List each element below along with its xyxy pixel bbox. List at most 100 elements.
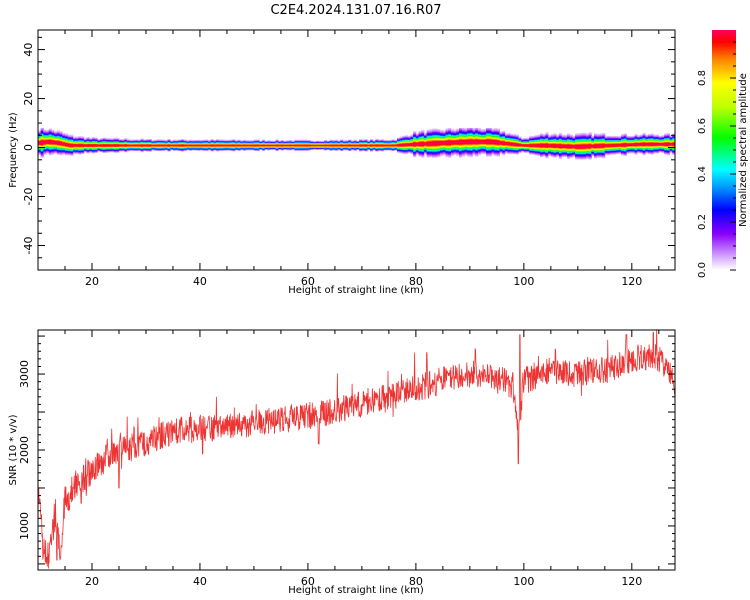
heatmap-cell [386, 142, 390, 144]
heatmap-cell [38, 132, 42, 134]
heatmap-cell [102, 148, 106, 150]
heatmap-cell [496, 153, 500, 155]
heatmap-cell [386, 148, 390, 150]
heatmap-cell [213, 146, 217, 148]
heatmap-cell [496, 149, 500, 151]
heatmap-cell [283, 146, 287, 148]
heatmap-cell [459, 137, 463, 139]
heatmap-cell [550, 151, 554, 153]
heatmap-cell [140, 150, 144, 152]
heatmap-cell [232, 142, 236, 144]
heatmap-cell [529, 148, 533, 150]
heatmap-cell [380, 146, 384, 148]
heatmap-cell [251, 145, 255, 147]
heatmap-cell [145, 144, 150, 146]
heatmap-cell [345, 145, 349, 147]
heatmap-cell [175, 143, 179, 145]
heatmap-cell [43, 150, 47, 152]
heatmap-cell [415, 137, 419, 139]
heatmap-cell [148, 146, 152, 148]
heatmap-cell [59, 131, 63, 133]
heatmap-cell [548, 151, 552, 153]
heatmap-cell [291, 140, 295, 142]
heatmap-cell [151, 142, 155, 144]
heatmap-cell [127, 142, 131, 144]
heatmap-cell [54, 151, 58, 153]
heatmap-cell [313, 146, 317, 148]
heatmap-cell [467, 142, 471, 144]
heatmap-cell [410, 148, 414, 150]
heatmap-cell [480, 135, 484, 137]
heatmap-cell [40, 140, 44, 142]
heatmap-cell [510, 137, 514, 139]
heatmap-cell [48, 137, 52, 139]
heatmap-cell [78, 138, 82, 140]
heatmap-cell [475, 148, 479, 150]
heatmap-cell [116, 151, 120, 153]
heatmap-cell [302, 144, 306, 146]
heatmap-cell [159, 146, 163, 148]
heatmap-cell [353, 144, 357, 146]
heatmap-cell [510, 134, 514, 136]
heatmap-cell [418, 155, 422, 157]
heatmap-cell [94, 143, 98, 145]
heatmap-cell [410, 138, 414, 140]
heatmap-cell [442, 153, 446, 155]
heatmap-cell [267, 140, 271, 142]
heatmap-cell [54, 131, 58, 133]
heatmap-cell [464, 148, 468, 150]
heatmap-cell [245, 149, 249, 151]
heatmap-cell [545, 137, 549, 139]
heatmap-cell [537, 137, 541, 139]
heatmap-cell [353, 145, 357, 147]
heatmap-cell [38, 143, 42, 145]
heatmap-cell [218, 144, 222, 146]
heatmap-cell [380, 146, 384, 148]
heatmap-cell [548, 143, 552, 145]
heatmap-cell [483, 146, 487, 148]
heatmap-cell [235, 140, 239, 142]
heatmap-cell [415, 140, 419, 142]
heatmap-cell [456, 135, 460, 137]
heatmap-cell [378, 148, 382, 150]
heatmap-cell [240, 143, 244, 145]
heatmap-cell [456, 154, 460, 156]
heatmap-cell [154, 144, 158, 146]
heatmap-cell [78, 144, 82, 146]
heatmap-cell [118, 146, 123, 148]
heatmap-cell [515, 140, 519, 142]
heatmap-cell [413, 134, 417, 136]
heatmap-cell [91, 146, 96, 148]
heatmap-cell [440, 153, 444, 155]
heatmap-cell [124, 143, 128, 145]
heatmap-cell [43, 150, 47, 152]
heatmap-cell [456, 142, 460, 144]
heatmap-cell [407, 152, 411, 154]
heatmap-cell [156, 145, 160, 147]
heatmap-cell [348, 143, 352, 145]
heatmap-cell [456, 151, 460, 153]
heatmap-cell [418, 134, 422, 136]
heatmap-cell [181, 150, 185, 152]
heatmap-cell [226, 146, 231, 148]
heatmap-cell [64, 152, 69, 154]
heatmap-cell [118, 148, 123, 150]
heatmap-cell [556, 138, 560, 140]
heatmap-cell [496, 138, 500, 140]
heatmap-cell [483, 149, 487, 151]
heatmap-cell [307, 146, 312, 148]
heatmap-cell [510, 145, 514, 147]
heatmap-cell [521, 143, 525, 145]
heatmap-cell [356, 142, 360, 144]
heatmap-cell [486, 150, 490, 152]
heatmap-cell [75, 143, 79, 145]
heatmap-cell [178, 146, 182, 148]
heatmap-cell [442, 154, 446, 156]
heatmap-cell [324, 142, 328, 144]
heatmap-cell [407, 150, 411, 152]
heatmap-cell [202, 145, 206, 147]
heatmap-cell [410, 137, 414, 139]
heatmap-cell [135, 140, 139, 142]
heatmap-cell [343, 147, 347, 149]
heatmap-cell [105, 143, 109, 145]
